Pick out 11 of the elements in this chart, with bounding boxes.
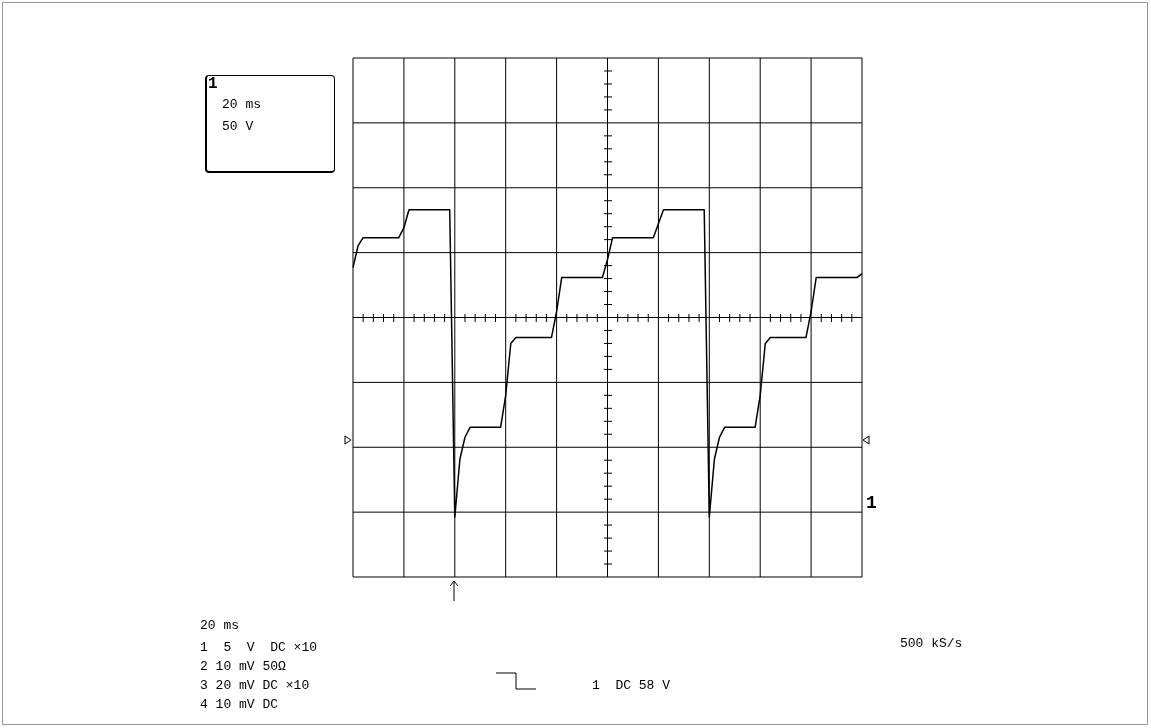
text: 2 10 mV 50Ω: [200, 659, 286, 674]
text: 1: [866, 493, 877, 513]
text: 3 20 mV DC ×10: [200, 678, 310, 693]
text: 1: [208, 75, 218, 93]
text: 50 V: [222, 119, 254, 134]
text: 500 kS/s: [900, 636, 963, 651]
text: 4 10 mV DC: [200, 697, 279, 712]
text: 20 ms: [200, 618, 240, 633]
text: 1 DC 58 V: [592, 678, 671, 693]
text: 20 ms: [222, 97, 262, 112]
text: 1 5 V DC ×10: [200, 640, 318, 655]
